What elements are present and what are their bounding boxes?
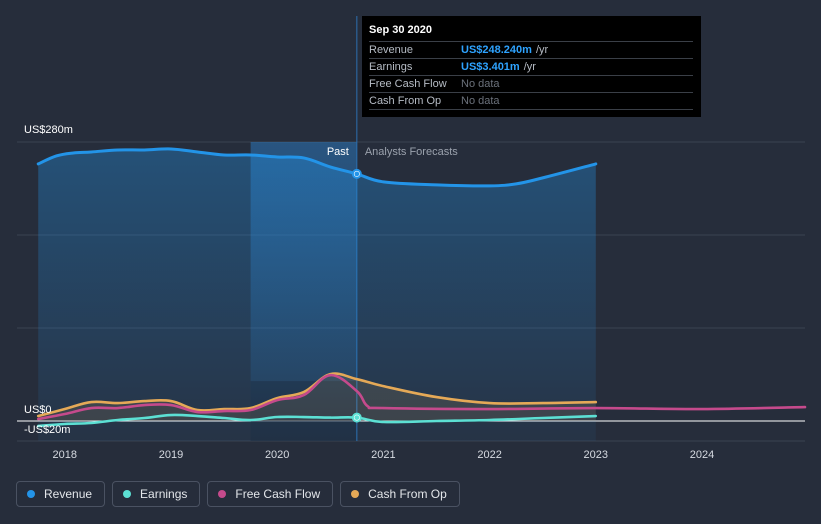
chart-legend: Revenue Earnings Free Cash Flow Cash Fro… [16, 481, 460, 507]
data-tooltip: Sep 30 2020 Revenue US$248.240m /yr Earn… [362, 16, 701, 117]
forecast-zone-label: Analysts Forecasts [365, 146, 458, 158]
legend-label: Free Cash Flow [235, 487, 321, 501]
legend-label: Cash From Op [368, 487, 447, 501]
tooltip-unit: /yr [535, 44, 549, 56]
tooltip-label: Revenue [369, 44, 414, 56]
legend-label: Earnings [140, 487, 188, 501]
y-axis-label: US$0 [24, 404, 52, 416]
tooltip-label: Cash From Op [369, 95, 442, 107]
hover-markers [351, 168, 362, 423]
cash-from-op-line [36, 372, 598, 418]
earnings-hover-point-core [354, 415, 360, 421]
legend-dot-icon [123, 490, 132, 498]
x-axis-tick-label: 2019 [159, 449, 183, 461]
series-areas [38, 148, 596, 441]
tooltip-value: US$3.401m [461, 61, 520, 73]
free-cash-flow-line [36, 373, 807, 421]
legend-item-earnings[interactable]: Earnings [112, 481, 201, 507]
x-axis-tick-label: 2018 [53, 449, 77, 461]
legend-label: Revenue [44, 487, 93, 501]
earnings-line [36, 413, 598, 428]
tooltip-row-earnings: Earnings US$3.401m /yr [369, 58, 693, 75]
x-axis-tick-label: 2024 [690, 449, 714, 461]
x-axis-tick-label: 2020 [265, 449, 289, 461]
tooltip-value: No data [461, 78, 500, 90]
axis-labels: US$280m US$0 -US$20m 2018 2019 2020 2021 2022 20… [24, 124, 714, 461]
legend-item-cash-from-op[interactable]: Cash From Op [340, 481, 460, 507]
revenue-hover-point-core [354, 171, 360, 177]
x-axis-tick-label: 2022 [477, 449, 501, 461]
revenue-line [36, 147, 598, 188]
past-zone-label: Past [327, 146, 349, 158]
y-axis-label: -US$20m [24, 424, 70, 436]
tooltip-date: Sep 30 2020 [369, 24, 432, 36]
tooltip-value: No data [461, 95, 500, 107]
tooltip-unit: /yr [523, 61, 536, 73]
y-axis-label: US$280m [24, 124, 73, 136]
series-lines [36, 147, 807, 428]
legend-dot-icon [351, 490, 360, 498]
legend-dot-icon [218, 490, 227, 498]
tooltip-row-free-cash-flow: Free Cash Flow No data [369, 75, 693, 92]
tooltip-label: Free Cash Flow [369, 78, 447, 90]
tooltip-row-revenue: Revenue US$248.240m /yr [369, 41, 693, 58]
legend-item-free-cash-flow[interactable]: Free Cash Flow [207, 481, 334, 507]
revenue-area [38, 148, 596, 441]
legend-item-revenue[interactable]: Revenue [16, 481, 106, 507]
tooltip-value: US$248.240m [461, 44, 532, 56]
tooltip-row-cash-from-op: Cash From Op No data [369, 92, 693, 110]
x-axis-tick-label: 2023 [584, 449, 608, 461]
x-axis-tick-label: 2021 [371, 449, 395, 461]
tooltip-label: Earnings [369, 61, 413, 73]
legend-dot-icon [27, 490, 35, 498]
